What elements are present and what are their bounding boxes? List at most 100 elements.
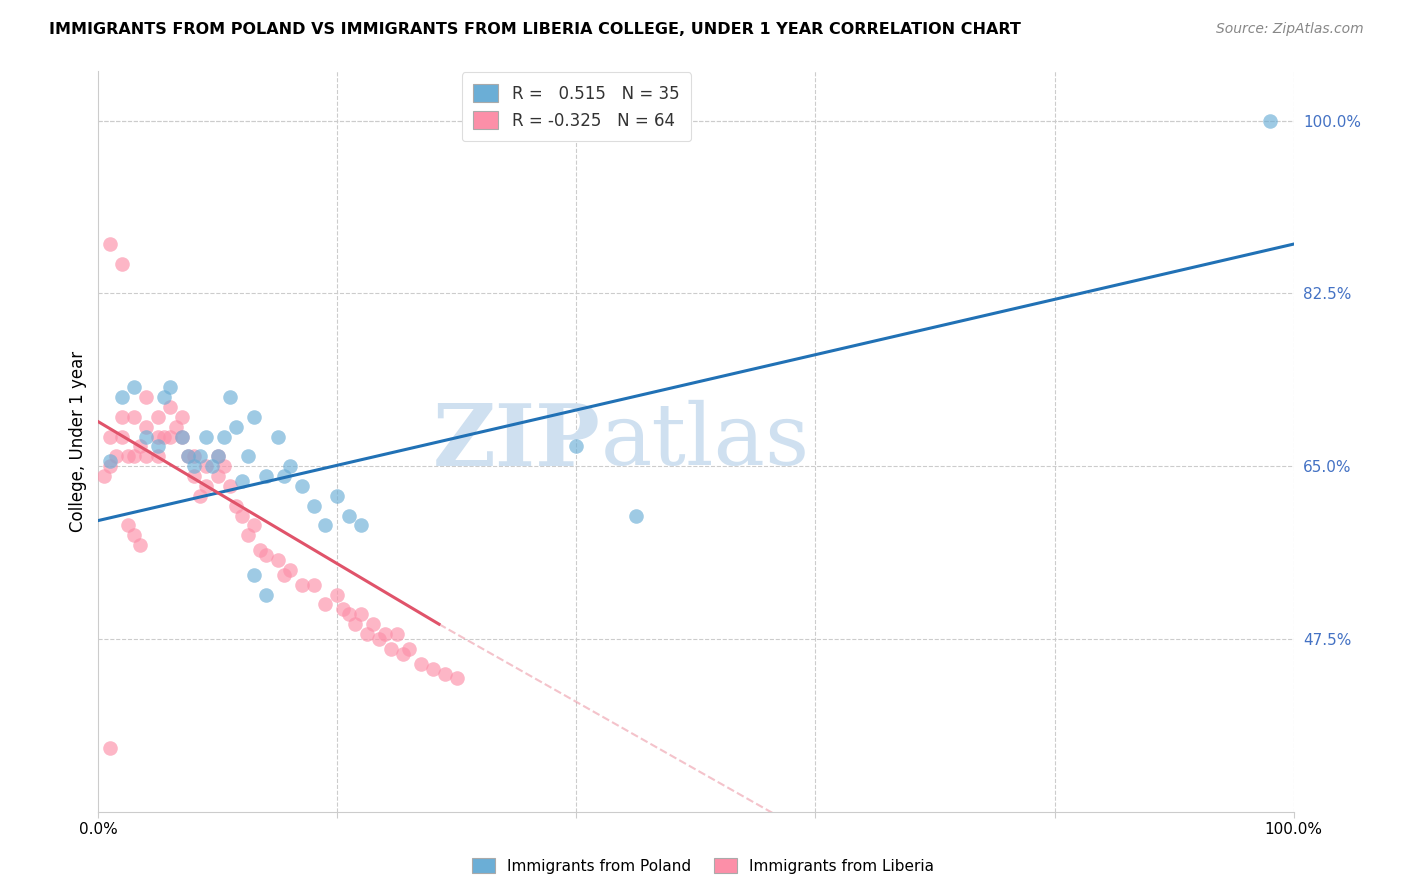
Point xyxy=(254,548,277,562)
Point xyxy=(207,450,229,464)
Point xyxy=(392,647,415,661)
Point xyxy=(212,459,235,474)
Point xyxy=(172,429,194,443)
Point xyxy=(98,237,122,252)
Point xyxy=(177,450,200,464)
Point xyxy=(302,499,325,513)
Y-axis label: College, Under 1 year: College, Under 1 year xyxy=(69,351,87,533)
Point xyxy=(148,450,170,464)
Point xyxy=(339,607,361,622)
Point xyxy=(339,508,361,523)
Point xyxy=(219,479,242,493)
Point xyxy=(231,508,253,523)
Point xyxy=(183,459,205,474)
Point xyxy=(350,607,373,622)
Point xyxy=(207,469,229,483)
Point xyxy=(212,429,235,443)
Point xyxy=(148,429,170,443)
Point xyxy=(177,450,200,464)
Point xyxy=(267,553,290,567)
Point xyxy=(326,588,349,602)
Point xyxy=(254,469,277,483)
Point xyxy=(254,588,277,602)
Text: IMMIGRANTS FROM POLAND VS IMMIGRANTS FROM LIBERIA COLLEGE, UNDER 1 YEAR CORRELAT: IMMIGRANTS FROM POLAND VS IMMIGRANTS FRO… xyxy=(49,22,1021,37)
Point xyxy=(291,479,314,493)
Point xyxy=(249,543,271,558)
Point xyxy=(117,450,139,464)
Point xyxy=(111,409,134,424)
Point xyxy=(111,257,134,271)
Legend: R =   0.515   N = 35, R = -0.325   N = 64: R = 0.515 N = 35, R = -0.325 N = 64 xyxy=(461,72,692,141)
Point xyxy=(129,440,152,454)
Point xyxy=(398,641,420,656)
Point xyxy=(363,617,385,632)
Point xyxy=(188,450,211,464)
Point xyxy=(129,538,152,552)
Point xyxy=(385,627,409,641)
Point xyxy=(124,380,146,394)
Point xyxy=(111,429,134,443)
Point xyxy=(153,390,176,404)
Point xyxy=(243,567,266,582)
Point xyxy=(380,641,402,656)
Point xyxy=(124,528,146,542)
Point xyxy=(332,602,354,616)
Point xyxy=(374,627,396,641)
Point xyxy=(350,518,373,533)
Point xyxy=(356,627,378,641)
Text: ZIP: ZIP xyxy=(433,400,600,483)
Point xyxy=(446,672,468,686)
Point xyxy=(159,429,181,443)
Point xyxy=(195,429,218,443)
Point xyxy=(422,662,444,676)
Legend: Immigrants from Poland, Immigrants from Liberia: Immigrants from Poland, Immigrants from … xyxy=(465,852,941,880)
Point xyxy=(183,469,205,483)
Point xyxy=(1258,113,1281,128)
Point xyxy=(278,563,301,577)
Point xyxy=(135,390,157,404)
Point xyxy=(98,429,122,443)
Point xyxy=(159,380,181,394)
Point xyxy=(188,489,211,503)
Point xyxy=(243,518,266,533)
Point xyxy=(626,508,648,523)
Point xyxy=(273,469,295,483)
Point xyxy=(315,518,337,533)
Point xyxy=(273,567,295,582)
Point xyxy=(172,429,194,443)
Point xyxy=(98,454,122,468)
Point xyxy=(195,479,218,493)
Point xyxy=(231,474,253,488)
Point xyxy=(111,390,134,404)
Point xyxy=(302,577,325,591)
Point xyxy=(135,419,157,434)
Point xyxy=(207,450,229,464)
Point xyxy=(236,528,259,542)
Point xyxy=(148,440,170,454)
Point xyxy=(225,499,247,513)
Point xyxy=(225,419,247,434)
Point xyxy=(124,450,146,464)
Point xyxy=(195,459,218,474)
Text: atlas: atlas xyxy=(600,400,810,483)
Point xyxy=(278,459,301,474)
Point xyxy=(165,419,187,434)
Point xyxy=(93,469,115,483)
Point xyxy=(326,489,349,503)
Point xyxy=(135,429,157,443)
Point xyxy=(236,450,259,464)
Point xyxy=(148,409,170,424)
Point xyxy=(98,740,122,755)
Point xyxy=(315,598,337,612)
Point xyxy=(368,632,391,646)
Point xyxy=(219,390,242,404)
Point xyxy=(411,657,433,671)
Point xyxy=(344,617,367,632)
Point xyxy=(105,450,128,464)
Point xyxy=(291,577,314,591)
Point xyxy=(117,518,139,533)
Point xyxy=(201,459,224,474)
Point xyxy=(267,429,290,443)
Point xyxy=(565,440,588,454)
Point xyxy=(434,666,457,681)
